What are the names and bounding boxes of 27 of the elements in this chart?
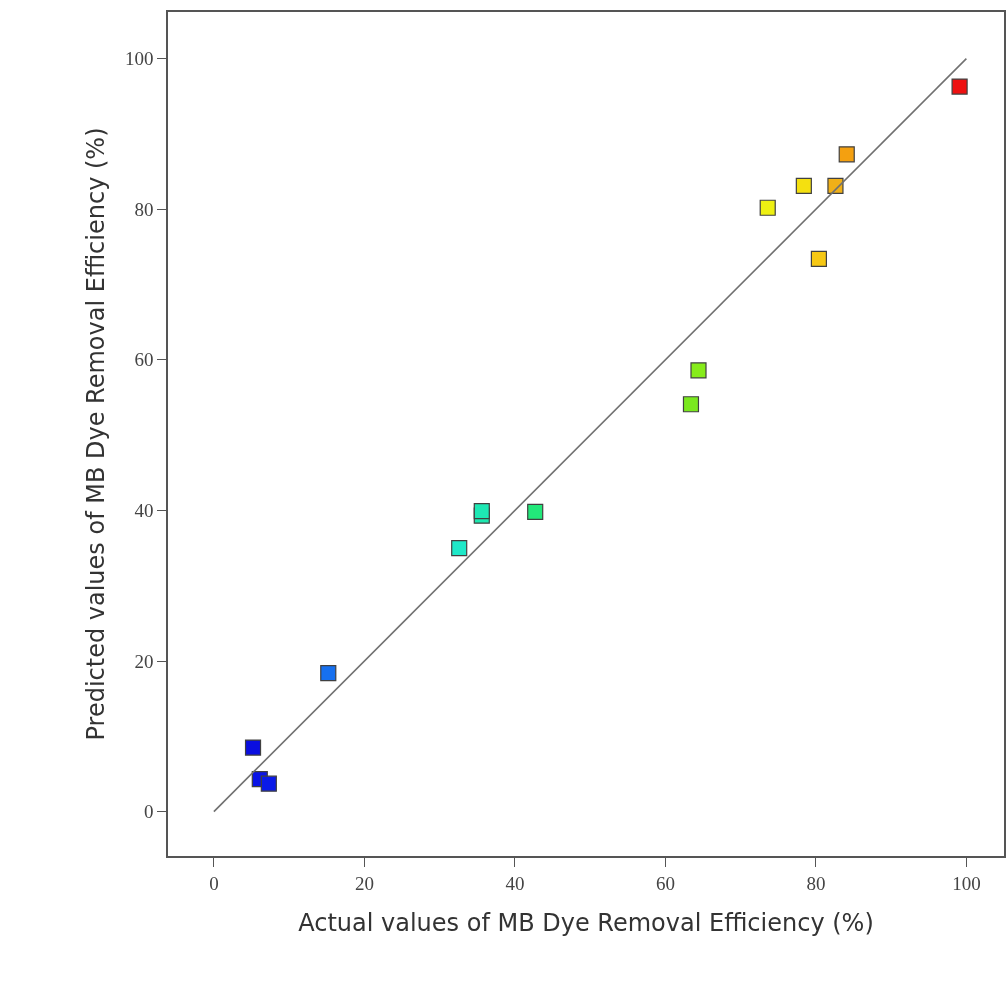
point	[795, 177, 812, 195]
x-tick-label: 40	[505, 872, 525, 894]
point	[682, 396, 700, 413]
point	[759, 199, 776, 216]
y-tick-label: 80	[134, 198, 154, 220]
y-tick-label: 100	[124, 48, 154, 70]
point	[260, 775, 277, 792]
point	[838, 146, 855, 163]
point	[473, 503, 490, 520]
x-tick-label: 20	[354, 872, 374, 894]
point	[690, 362, 707, 379]
x-tick-label: 100	[952, 872, 981, 894]
y-tick-label: 40	[134, 500, 154, 522]
x-tick-label: 0	[209, 872, 219, 894]
y-axis-title: Predicted values of MB Dye Removal Efficiency (%)	[81, 127, 110, 741]
point	[527, 503, 544, 521]
y-tick-label: 0	[143, 801, 154, 823]
x-tick-label: 80	[806, 872, 826, 894]
y-tick-label: 20	[134, 650, 154, 672]
point	[244, 739, 262, 756]
point	[951, 78, 968, 95]
y-tick-label: 60	[134, 349, 154, 371]
point	[320, 664, 337, 682]
point	[451, 539, 468, 557]
x-axis-title: Actual values of MB Dye Removal Efficiency (%)	[298, 909, 874, 938]
x-tick-label: 60	[655, 872, 675, 894]
point	[810, 250, 827, 268]
